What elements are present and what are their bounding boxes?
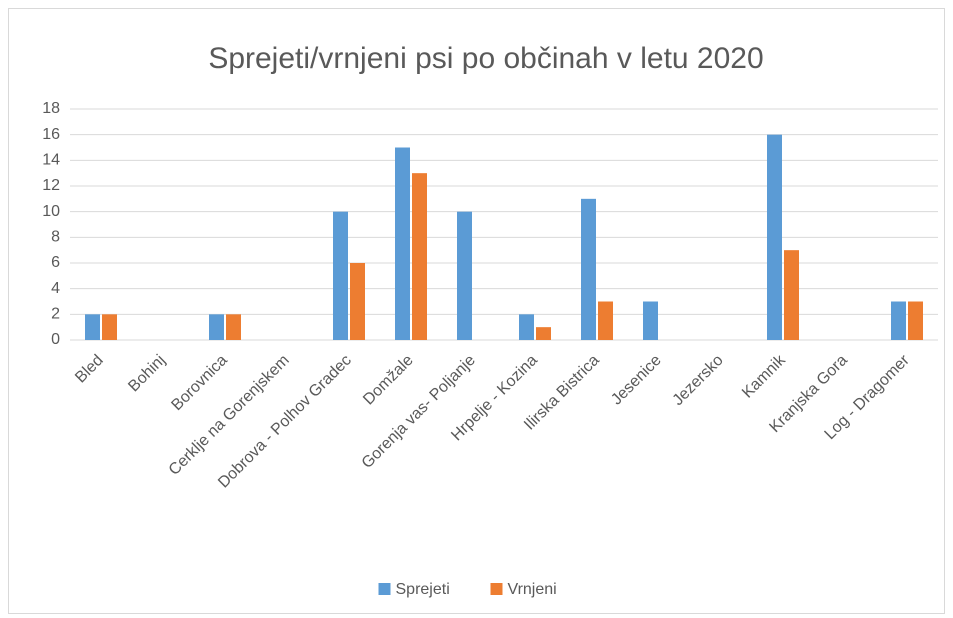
bar bbox=[102, 314, 117, 340]
bar bbox=[643, 301, 658, 340]
y-tick-label: 8 bbox=[51, 229, 60, 246]
bar bbox=[226, 314, 241, 340]
bar bbox=[536, 327, 551, 340]
y-tick-label: 14 bbox=[42, 152, 60, 169]
y-tick-label: 18 bbox=[42, 100, 60, 117]
legend-label: Vrnjeni bbox=[508, 581, 557, 598]
y-tick-label: 12 bbox=[42, 177, 60, 194]
chart-frame bbox=[8, 8, 945, 614]
y-tick-label: 6 bbox=[51, 254, 60, 271]
bar bbox=[767, 134, 782, 340]
legend-swatch bbox=[490, 583, 503, 595]
bar bbox=[412, 173, 427, 340]
y-tick-label: 4 bbox=[51, 280, 60, 297]
bar bbox=[519, 314, 534, 340]
bar bbox=[85, 314, 100, 340]
y-tick-label: 10 bbox=[42, 203, 60, 220]
bar bbox=[457, 211, 472, 340]
bar bbox=[395, 147, 410, 340]
y-tick-label: 0 bbox=[51, 331, 60, 348]
bar bbox=[350, 263, 365, 340]
bar bbox=[891, 301, 906, 340]
bar bbox=[598, 301, 613, 340]
legend-label: Sprejeti bbox=[396, 581, 450, 598]
legend-swatch bbox=[378, 583, 391, 595]
y-tick-label: 2 bbox=[51, 306, 60, 323]
bar bbox=[333, 211, 348, 340]
bar bbox=[581, 198, 596, 340]
bar bbox=[209, 314, 224, 340]
bar bbox=[908, 301, 923, 340]
bar bbox=[784, 250, 799, 340]
y-tick-label: 16 bbox=[42, 126, 60, 143]
chart-title: Sprejeti/vrnjeni psi po občinah v letu 2… bbox=[208, 42, 763, 75]
